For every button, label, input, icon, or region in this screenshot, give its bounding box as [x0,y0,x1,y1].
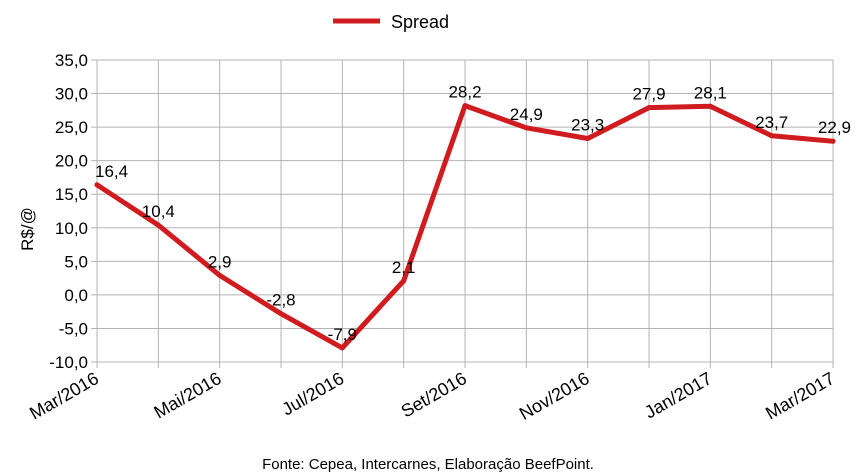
data-point [94,182,100,188]
x-tick-label: Mai/2016 [151,368,225,422]
y-tick-label: 15,0 [55,185,88,204]
data-label: 22,9 [818,118,851,137]
data-label: -2,8 [266,291,295,310]
legend-label-spread: Spread [391,12,449,32]
data-label: 28,1 [694,83,727,102]
data-point [217,272,223,278]
legend: Spread [333,12,449,32]
data-point [523,125,529,131]
data-point [707,103,713,109]
data-point [769,133,775,139]
y-tick-label: 5,0 [64,252,88,271]
y-axis-ticks: 35,0 30,0 25,0 20,0 15,0 10,0 5,0 0,0 -5,0 -10,0 [49,51,88,372]
data-point [646,105,652,111]
y-tick-label: 35,0 [55,51,88,70]
y-tick-label: -5,0 [59,319,88,338]
data-point [155,222,161,228]
data-point [278,311,284,317]
y-tick-label: 10,0 [55,219,88,238]
data-label: -7,9 [328,325,357,344]
x-tick-label: Set/2016 [398,368,470,421]
y-tick-label: -10,0 [49,353,88,372]
data-label: 28,2 [448,83,481,102]
data-label: 24,9 [510,105,543,124]
data-point [401,278,407,284]
x-axis-ticks: Mar/2016 Mai/2016 Jul/2016 Set/2016 Nov/2016… [26,368,838,424]
data-point [830,138,836,144]
x-tick-label: Jul/2016 [278,368,347,419]
y-tick-label: 0,0 [64,286,88,305]
plot-area [96,59,834,363]
data-point [462,103,468,109]
data-label: 23,3 [571,116,604,135]
data-point [585,136,591,142]
data-label: 10,4 [142,202,175,221]
source-note: Fonte: Cepea, Intercarnes, Elaboração Be… [262,456,594,473]
x-tick-label: Jan/2017 [641,368,715,422]
y-axis-label: R$/@ [18,207,37,251]
x-tick-label: Mar/2017 [762,368,838,423]
data-label: 23,7 [755,113,788,132]
data-point [339,345,345,351]
data-label: 2,9 [208,252,232,271]
data-label: 27,9 [632,85,665,104]
grid-lines [91,59,833,363]
x-tick-label: Mar/2016 [26,368,102,423]
x-tick-label: Nov/2016 [516,368,593,424]
y-tick-label: 25,0 [55,118,88,137]
series-layer [94,103,836,351]
y-tick-label: 20,0 [55,152,88,171]
data-label: 2,1 [392,258,416,277]
y-tick-label: 30,0 [55,85,88,104]
data-labels: 16,4 10,4 2,9 -2,8 -7,9 2,1 28,2 24,9 23,3 27,9 28… [95,83,851,344]
data-label: 16,4 [95,162,128,181]
